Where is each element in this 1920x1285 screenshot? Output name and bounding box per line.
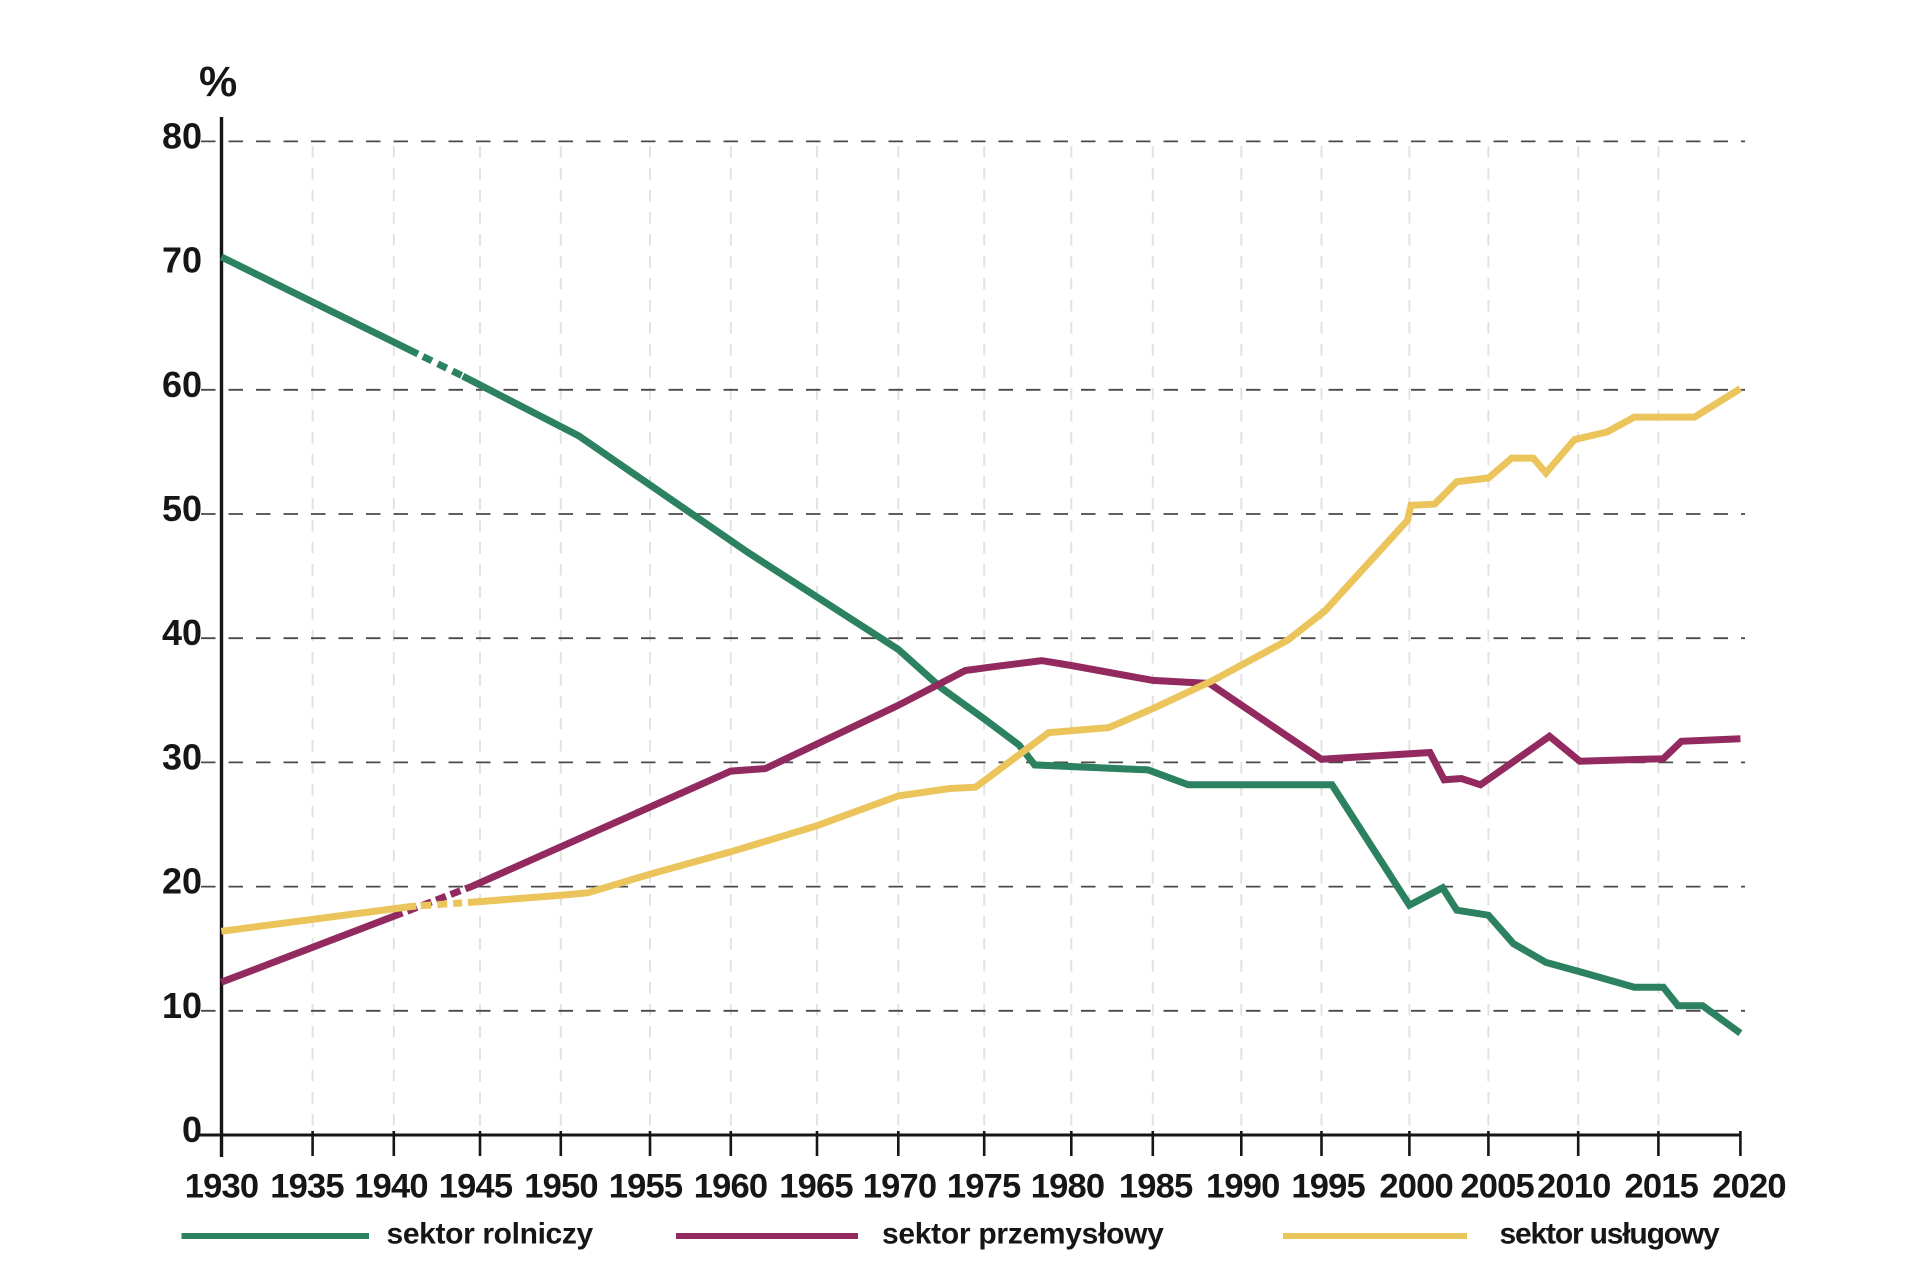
svg-text:70: 70 (162, 240, 202, 281)
svg-text:60: 60 (162, 364, 202, 405)
svg-text:%: % (199, 58, 237, 106)
svg-text:30: 30 (162, 736, 202, 777)
svg-text:50: 50 (162, 488, 202, 529)
svg-text:1980: 1980 (1031, 1168, 1105, 1206)
svg-text:sektor rolniczy: sektor rolniczy (387, 1218, 594, 1251)
svg-text:1940: 1940 (354, 1168, 428, 1206)
svg-text:1995: 1995 (1291, 1168, 1365, 1206)
svg-text:1935: 1935 (270, 1168, 344, 1206)
svg-text:1960: 1960 (694, 1168, 768, 1206)
svg-text:1990: 1990 (1206, 1168, 1280, 1206)
svg-text:2005: 2005 (1460, 1168, 1534, 1206)
svg-text:0: 0 (182, 1109, 202, 1150)
svg-text:2010: 2010 (1537, 1168, 1611, 1206)
svg-text:80: 80 (162, 115, 202, 156)
svg-text:1955: 1955 (609, 1168, 683, 1206)
svg-text:1985: 1985 (1119, 1168, 1193, 1206)
svg-text:1945: 1945 (439, 1168, 513, 1206)
svg-text:40: 40 (162, 612, 202, 653)
svg-text:sektor usługowy: sektor usługowy (1500, 1218, 1721, 1251)
svg-text:1950: 1950 (524, 1168, 598, 1206)
svg-text:sektor przemysłowy: sektor przemysłowy (882, 1218, 1164, 1251)
svg-text:2000: 2000 (1379, 1168, 1453, 1206)
svg-text:2020: 2020 (1712, 1168, 1786, 1206)
svg-text:2015: 2015 (1625, 1168, 1699, 1206)
svg-text:1970: 1970 (863, 1168, 937, 1206)
svg-text:20: 20 (162, 861, 202, 902)
svg-text:1930: 1930 (185, 1168, 259, 1206)
svg-text:10: 10 (162, 985, 202, 1026)
svg-text:1975: 1975 (947, 1168, 1021, 1206)
svg-text:1965: 1965 (779, 1168, 853, 1206)
